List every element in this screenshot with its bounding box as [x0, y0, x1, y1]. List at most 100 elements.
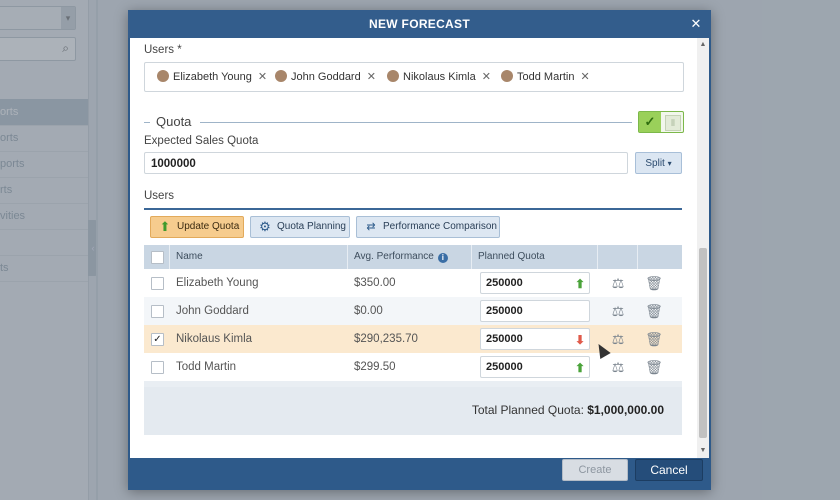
gear-icon: ⚙	[259, 219, 271, 234]
avatar	[157, 70, 169, 82]
user-chip-label: Elizabeth Young	[173, 71, 252, 83]
split-dropdown-button[interactable]: Split ▾	[635, 152, 682, 174]
balance-scale-icon[interactable]: ⚖	[611, 359, 625, 375]
scroll-up-icon[interactable]: ▲	[699, 41, 707, 48]
new-forecast-modal: NEW FORECAST ✕ Users * Elizabeth Young ✕ …	[128, 10, 711, 490]
background-divider	[96, 0, 98, 500]
remove-icon[interactable]: ✕	[366, 71, 376, 83]
arrow-up-icon: ⬆	[574, 361, 585, 375]
total-planned-quota: Total Planned Quota: $1,000,000.00	[472, 403, 664, 417]
column-header-label: Name	[176, 251, 203, 262]
background-search-input: ⌕	[0, 37, 76, 61]
column-header-name: Name	[170, 245, 348, 269]
balance-scale-icon[interactable]: ⚖	[611, 303, 625, 319]
arrow-up-icon: ⬆	[574, 277, 585, 291]
user-chip: Todd Martin ✕	[501, 69, 590, 85]
update-quota-label: Update Quota	[177, 221, 240, 232]
row-checkbox[interactable]	[151, 361, 164, 374]
user-chip: Elizabeth Young ✕	[157, 69, 267, 85]
total-label: Total Planned Quota:	[471, 403, 584, 417]
update-quota-button[interactable]: ⬆ Update Quota	[150, 216, 244, 238]
select-all-checkbox[interactable]	[151, 251, 164, 264]
trash-icon[interactable]: 🗑	[645, 331, 663, 347]
planned-quota-value: 250000	[486, 333, 523, 345]
row-name: Elizabeth Young	[176, 277, 259, 289]
cancel-button[interactable]: Cancel	[635, 459, 703, 481]
quota-toggle[interactable]: ✓ ⦀	[638, 111, 684, 133]
trash-icon[interactable]: 🗑	[645, 359, 663, 375]
background-nav-item: ports	[0, 151, 88, 178]
planned-quota-input[interactable]: 250000 ⬆	[480, 356, 590, 378]
column-header-label: Avg. Performance	[354, 251, 434, 262]
background-nav-item: orts	[0, 99, 88, 126]
column-header-label: Planned Quota	[478, 251, 545, 262]
table-row: Elizabeth Young $350.00 250000 ⬆ ⚖ 🗑	[144, 269, 682, 297]
expected-quota-label: Expected Sales Quota	[144, 135, 259, 147]
users-quota-table: Name Avg. Performance i Planned Quota Eli…	[144, 245, 682, 435]
remove-icon[interactable]: ✕	[257, 71, 268, 83]
balance-scale-icon[interactable]: ⚖	[611, 275, 625, 291]
scroll-thumb[interactable]	[699, 248, 707, 438]
background-nav-item: ts	[0, 255, 88, 282]
users-multiselect[interactable]: Elizabeth Young ✕ John Goddard ✕ Nikolaus …	[144, 62, 684, 92]
balance-scale-icon[interactable]: ⚖	[611, 331, 625, 347]
table-row: ✓ Nikolaus Kimla $290,235.70 250000 ⬇ ⚖ 🗑	[144, 325, 682, 353]
planned-quota-value: 250000	[486, 277, 523, 289]
performance-comparison-button[interactable]: ⇄ Performance Comparison	[356, 216, 500, 238]
create-button[interactable]: Create	[562, 459, 628, 481]
user-chip: John Goddard ✕	[275, 69, 376, 85]
close-icon[interactable]: ✕	[690, 16, 702, 31]
scroll-down-icon[interactable]: ▼	[699, 447, 707, 454]
column-header-balance	[598, 245, 638, 269]
modal-title: NEW FORECAST	[128, 10, 711, 38]
user-chip-label: Todd Martin	[517, 71, 575, 83]
expected-quota-input[interactable]: 1000000	[144, 152, 628, 174]
remove-icon[interactable]: ✕	[580, 71, 590, 83]
row-avg-performance: $0.00	[354, 305, 383, 317]
background-select: ▾	[0, 6, 76, 30]
table-row: John Goddard $0.00 250000 ⚖ 🗑	[144, 297, 682, 325]
modal-scrollbar[interactable]: ▲ ▼	[697, 38, 709, 458]
row-checkbox[interactable]	[151, 305, 164, 318]
planned-quota-input[interactable]: 250000 ⬆	[480, 272, 590, 294]
avatar	[501, 70, 513, 82]
user-chip-label: John Goddard	[291, 71, 361, 83]
chevron-down-icon: ▾	[667, 159, 672, 168]
trash-icon[interactable]: 🗑	[645, 275, 663, 291]
total-planned-quota-bar: Total Planned Quota: $1,000,000.00	[144, 387, 682, 435]
compare-arrows-icon: ⇄	[366, 221, 376, 233]
background-nav-item: vities	[0, 203, 88, 230]
select-all-header	[144, 245, 170, 269]
row-checkbox[interactable]	[151, 277, 164, 290]
arrow-down-icon: ⬇	[574, 333, 585, 347]
quota-planning-button[interactable]: ⚙ Quota Planning	[250, 216, 350, 238]
row-avg-performance: $299.50	[354, 361, 396, 373]
user-chip: Nikolaus Kimla ✕	[387, 69, 491, 85]
section-divider	[200, 122, 632, 123]
trash-icon[interactable]: 🗑	[645, 303, 663, 319]
background-nav-item	[0, 229, 88, 256]
row-avg-performance: $350.00	[354, 277, 396, 289]
avatar	[387, 70, 399, 82]
section-divider	[144, 122, 150, 123]
split-button-label: Split	[645, 158, 665, 169]
search-icon: ⌕	[62, 41, 69, 55]
column-header-delete	[638, 245, 682, 269]
row-avg-performance: $290,235.70	[354, 333, 418, 345]
modal-footer: Create Cancel	[128, 458, 711, 490]
avatar	[275, 70, 287, 82]
table-header: Name Avg. Performance i Planned Quota	[144, 245, 682, 269]
toggle-grip-icon: ⦀	[665, 115, 681, 131]
table-toolbar: ⬆ Update Quota ⚙ Quota Planning ⇄ Perfor…	[144, 208, 682, 246]
collapse-handle: ‹	[88, 220, 98, 276]
remove-icon[interactable]: ✕	[481, 71, 491, 83]
planned-quota-input[interactable]: 250000	[480, 300, 590, 322]
planned-quota-input[interactable]: 250000 ⬇	[480, 328, 590, 350]
modal-body: Users * Elizabeth Young ✕ John Goddard ✕ N…	[130, 38, 709, 458]
info-icon[interactable]: i	[437, 253, 448, 263]
row-checkbox[interactable]: ✓	[151, 333, 164, 346]
column-header-planned-quota: Planned Quota	[472, 245, 598, 269]
table-row: Todd Martin $299.50 250000 ⬆ ⚖ 🗑	[144, 353, 682, 381]
quota-planning-label: Quota Planning	[277, 221, 346, 232]
background-nav-item: rts	[0, 177, 88, 204]
